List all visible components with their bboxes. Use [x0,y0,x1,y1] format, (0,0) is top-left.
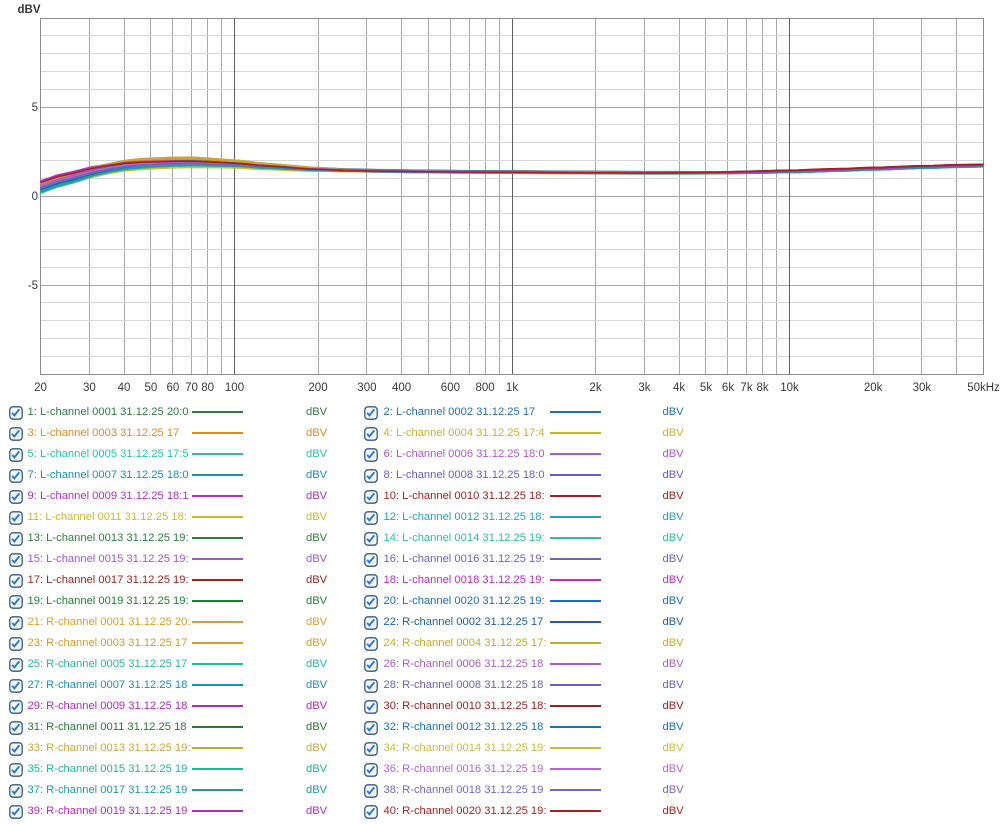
svg-text:50: 50 [145,382,158,394]
svg-text:0: 0 [32,191,38,203]
svg-text:50kHz: 50kHz [967,382,1000,394]
svg-text:40: 40 [118,382,131,394]
svg-text:300: 300 [357,382,376,394]
svg-text:5k: 5k [700,382,712,394]
svg-text:1k: 1k [506,382,518,394]
svg-text:3k: 3k [638,382,650,394]
svg-text:5: 5 [32,102,38,114]
svg-text:7k: 7k [740,382,752,394]
svg-text:-5: -5 [28,280,38,292]
svg-text:30k: 30k [913,382,932,394]
svg-text:30: 30 [83,382,96,394]
svg-text:8k: 8k [757,382,769,394]
svg-text:60: 60 [167,382,180,394]
svg-text:dBV: dBV [18,4,41,16]
svg-text:200: 200 [308,382,327,394]
svg-text:20: 20 [34,382,47,394]
svg-text:70: 70 [185,382,198,394]
svg-text:600: 600 [441,382,460,394]
svg-text:4k: 4k [673,382,685,394]
svg-text:400: 400 [392,382,411,394]
svg-text:2k: 2k [589,382,601,394]
svg-text:100: 100 [225,382,244,394]
svg-text:20k: 20k [864,382,883,394]
svg-text:10k: 10k [780,382,799,394]
svg-text:6k: 6k [722,382,734,394]
svg-text:80: 80 [201,382,214,394]
svg-text:800: 800 [476,382,495,394]
